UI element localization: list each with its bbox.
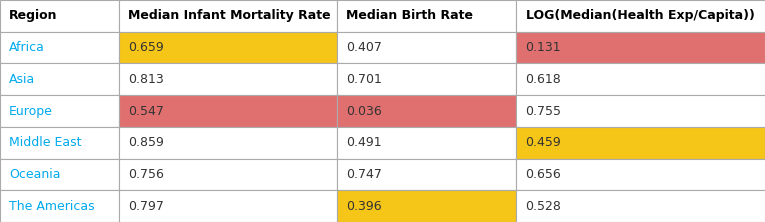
Text: 0.797: 0.797 (128, 200, 164, 213)
Bar (337, 63, 516, 95)
Text: Asia: Asia (9, 73, 35, 86)
Bar (516, 95, 765, 127)
Bar (337, 95, 516, 127)
Bar (0, 159, 119, 190)
Text: Median Birth Rate: Median Birth Rate (346, 9, 473, 22)
Text: 0.618: 0.618 (526, 73, 562, 86)
Text: 0.656: 0.656 (526, 168, 562, 181)
Bar (337, 32, 516, 63)
Bar (119, 32, 337, 63)
Text: 0.491: 0.491 (346, 136, 382, 149)
Text: Europe: Europe (9, 105, 53, 117)
Text: 0.859: 0.859 (128, 136, 164, 149)
Bar (337, 0, 516, 32)
Bar (337, 159, 516, 190)
Text: Africa: Africa (9, 41, 45, 54)
Text: Oceania: Oceania (9, 168, 60, 181)
Bar (337, 190, 516, 222)
Text: The Americas: The Americas (9, 200, 95, 213)
Text: 0.131: 0.131 (526, 41, 562, 54)
Text: 0.396: 0.396 (346, 200, 382, 213)
Text: 0.659: 0.659 (128, 41, 164, 54)
Bar (119, 190, 337, 222)
Bar (0, 63, 119, 95)
Text: 0.407: 0.407 (346, 41, 382, 54)
Bar (119, 159, 337, 190)
Text: 0.547: 0.547 (128, 105, 164, 117)
Text: 0.755: 0.755 (526, 105, 562, 117)
Bar (0, 0, 119, 32)
Text: 0.747: 0.747 (346, 168, 382, 181)
Bar (516, 0, 765, 32)
Bar (119, 127, 337, 159)
Bar (119, 95, 337, 127)
Text: LOG(Median(Health Exp/Capita)): LOG(Median(Health Exp/Capita)) (526, 9, 754, 22)
Bar (516, 32, 765, 63)
Bar (516, 127, 765, 159)
Text: Median Infant Mortality Rate: Median Infant Mortality Rate (128, 9, 330, 22)
Bar (516, 190, 765, 222)
Text: Region: Region (9, 9, 57, 22)
Bar (0, 95, 119, 127)
Text: Middle East: Middle East (9, 136, 82, 149)
Text: 0.813: 0.813 (128, 73, 164, 86)
Bar (0, 32, 119, 63)
Text: 0.756: 0.756 (128, 168, 164, 181)
Bar (0, 190, 119, 222)
Bar (119, 63, 337, 95)
Text: 0.036: 0.036 (346, 105, 382, 117)
Text: 0.701: 0.701 (346, 73, 382, 86)
Bar (516, 63, 765, 95)
Bar (516, 159, 765, 190)
Bar (337, 127, 516, 159)
Text: 0.528: 0.528 (526, 200, 562, 213)
Text: 0.459: 0.459 (526, 136, 562, 149)
Bar (0, 127, 119, 159)
Bar (119, 0, 337, 32)
